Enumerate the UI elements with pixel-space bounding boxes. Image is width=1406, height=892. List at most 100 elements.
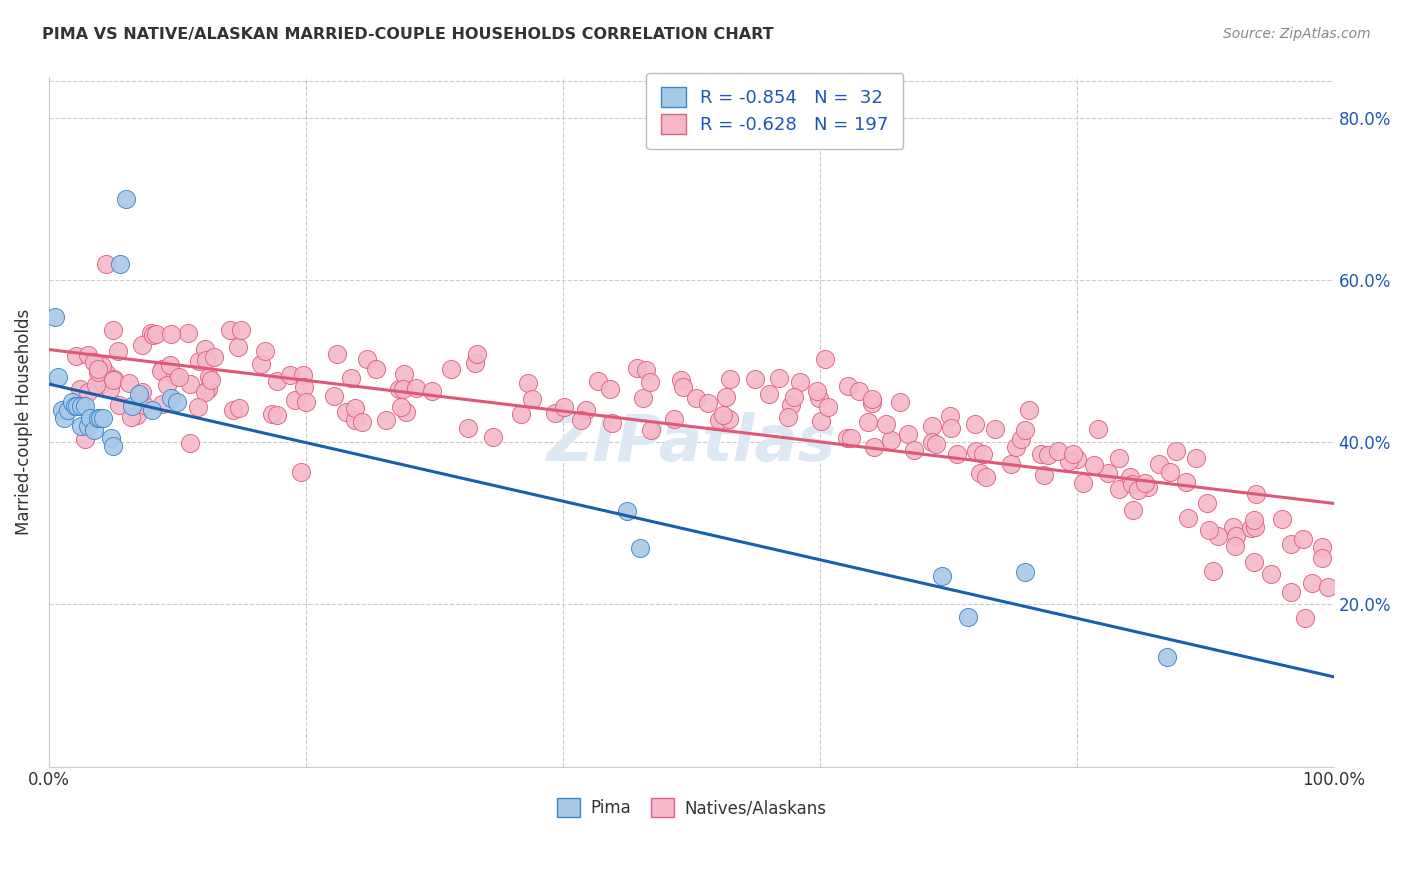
Point <box>1185 450 1208 465</box>
Point <box>218 323 240 337</box>
Point <box>863 441 886 455</box>
Point <box>141 326 163 341</box>
Point <box>440 362 463 376</box>
Point <box>814 351 837 366</box>
Point <box>1164 443 1187 458</box>
Point <box>103 439 125 453</box>
Point <box>1149 457 1171 471</box>
Point <box>848 384 870 398</box>
Point <box>254 343 277 358</box>
Point <box>520 392 543 406</box>
Point <box>46 370 69 384</box>
Point <box>266 408 288 422</box>
Point <box>155 378 177 392</box>
Point <box>969 467 991 481</box>
Point <box>711 408 734 422</box>
Point <box>984 421 1007 435</box>
Point <box>1243 514 1265 528</box>
Point <box>880 433 903 447</box>
Point <box>352 415 374 429</box>
Point <box>322 389 344 403</box>
Point <box>58 402 80 417</box>
Point <box>149 364 172 378</box>
Point <box>671 372 693 386</box>
Point <box>1222 520 1244 534</box>
Point <box>482 430 505 444</box>
Point <box>87 362 110 376</box>
Point <box>83 423 105 437</box>
Point <box>63 399 86 413</box>
Point <box>326 347 349 361</box>
Point <box>76 419 98 434</box>
Point <box>1175 475 1198 489</box>
Point <box>626 360 648 375</box>
Point <box>343 401 366 416</box>
Point <box>768 371 790 385</box>
Point <box>103 372 125 386</box>
Point <box>939 421 962 435</box>
Point <box>125 408 148 422</box>
Point <box>1119 470 1142 484</box>
Point <box>107 344 129 359</box>
Point <box>65 349 87 363</box>
Point <box>1087 422 1109 436</box>
Point <box>600 416 623 430</box>
Point <box>66 399 89 413</box>
Point <box>1198 523 1220 537</box>
Point <box>51 402 73 417</box>
Point <box>260 408 283 422</box>
Point <box>70 399 93 413</box>
Point <box>1177 510 1199 524</box>
Point <box>1292 533 1315 547</box>
Point <box>946 447 969 461</box>
Point <box>1097 467 1119 481</box>
Point <box>292 368 315 382</box>
Point <box>599 382 621 396</box>
Point <box>875 417 897 432</box>
Point <box>145 326 167 341</box>
Point <box>200 373 222 387</box>
Point <box>758 387 780 401</box>
Point <box>837 378 859 392</box>
Point <box>672 380 695 394</box>
Point <box>177 326 200 341</box>
Point <box>231 323 253 337</box>
Point <box>965 443 987 458</box>
Point <box>1312 540 1334 554</box>
Point <box>1279 537 1302 551</box>
Point <box>569 413 592 427</box>
Point <box>856 415 879 429</box>
Point <box>685 391 707 405</box>
Point <box>202 350 225 364</box>
Point <box>1156 650 1178 665</box>
Point <box>1301 576 1323 591</box>
Point <box>467 347 489 361</box>
Point <box>1244 520 1267 534</box>
Point <box>128 386 150 401</box>
Point <box>290 466 312 480</box>
Point <box>718 372 741 386</box>
Point <box>1004 441 1026 455</box>
Point <box>1083 458 1105 472</box>
Point <box>616 504 638 518</box>
Point <box>1032 467 1054 482</box>
Point <box>94 257 117 271</box>
Point <box>963 417 986 432</box>
Point <box>179 377 201 392</box>
Point <box>90 377 112 392</box>
Point <box>631 392 654 406</box>
Point <box>544 406 567 420</box>
Point <box>163 369 186 384</box>
Point <box>60 394 83 409</box>
Point <box>295 395 318 409</box>
Point <box>1122 502 1144 516</box>
Point <box>394 368 416 382</box>
Point <box>1029 447 1052 461</box>
Point <box>76 385 98 400</box>
Point <box>1014 565 1036 579</box>
Point <box>931 569 953 583</box>
Point <box>903 443 925 458</box>
Point <box>1066 452 1088 467</box>
Point <box>1294 610 1316 624</box>
Point <box>335 405 357 419</box>
